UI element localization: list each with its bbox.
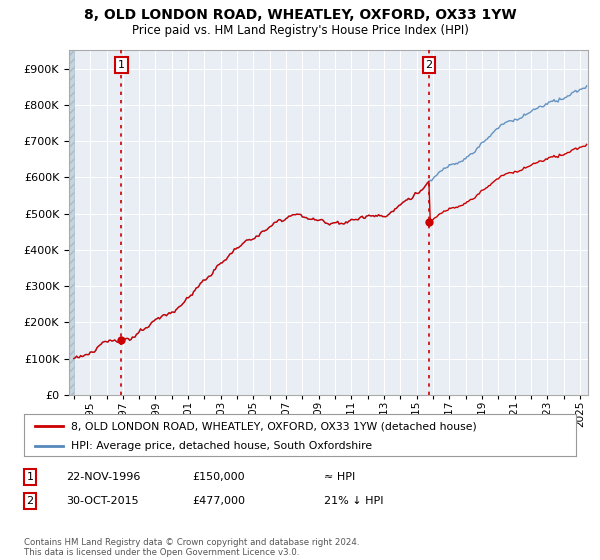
Text: 22-NOV-1996: 22-NOV-1996	[66, 472, 140, 482]
Text: 2: 2	[26, 496, 34, 506]
Text: HPI: Average price, detached house, South Oxfordshire: HPI: Average price, detached house, Sout…	[71, 441, 372, 451]
Text: 8, OLD LONDON ROAD, WHEATLEY, OXFORD, OX33 1YW: 8, OLD LONDON ROAD, WHEATLEY, OXFORD, OX…	[83, 8, 517, 22]
Text: 1: 1	[118, 60, 125, 70]
Text: £150,000: £150,000	[192, 472, 245, 482]
Text: ≈ HPI: ≈ HPI	[324, 472, 355, 482]
Text: 1: 1	[26, 472, 34, 482]
Text: Contains HM Land Registry data © Crown copyright and database right 2024.
This d: Contains HM Land Registry data © Crown c…	[24, 538, 359, 557]
Text: £477,000: £477,000	[192, 496, 245, 506]
Text: 30-OCT-2015: 30-OCT-2015	[66, 496, 139, 506]
Text: 8, OLD LONDON ROAD, WHEATLEY, OXFORD, OX33 1YW (detached house): 8, OLD LONDON ROAD, WHEATLEY, OXFORD, OX…	[71, 421, 476, 431]
Text: 21% ↓ HPI: 21% ↓ HPI	[324, 496, 383, 506]
Text: Price paid vs. HM Land Registry's House Price Index (HPI): Price paid vs. HM Land Registry's House …	[131, 24, 469, 36]
Bar	[69, 50, 74, 395]
Text: 2: 2	[425, 60, 433, 70]
